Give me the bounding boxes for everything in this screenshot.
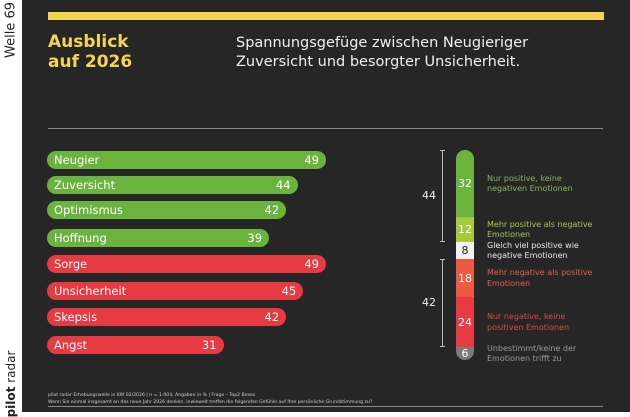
brand-bold: pilot (4, 386, 18, 417)
bar-sorge: Sorge 49 (47, 255, 326, 273)
legend-item: Gleich viel positive wie negative Emotio… (487, 240, 579, 261)
legend-item: Nur positive, keine negativen Emotionen (487, 173, 573, 194)
bracket-label: 42 (422, 296, 436, 310)
brand-light: radar (4, 350, 18, 387)
bar-zuversicht: Zuversicht 44 (47, 176, 298, 194)
bar-skepsis: Skepsis 42 (47, 308, 287, 326)
divider-bottom (48, 406, 603, 407)
legend-item: Nur negative, keine positiven Emotionen (487, 312, 570, 332)
bar-value: 49 (304, 153, 319, 167)
stacked-bar: 32 12 8 18 24 6 (456, 150, 474, 360)
legend-item: Mehr positive als negative Emotionen (487, 219, 593, 240)
bracket-label: 44 (422, 189, 436, 203)
bracket-line (440, 150, 445, 243)
legend-item: Mehr negative als positive Emotionen (487, 268, 593, 288)
bar-label: Hoffnung (54, 231, 107, 245)
wave-label-text: Welle 69 (3, 2, 19, 58)
bar-value: 31 (201, 338, 217, 352)
divider-top (48, 128, 603, 129)
page-subtitle: Spannungsgefüge zwischen Neugieriger Zuv… (236, 34, 616, 72)
title-line-2: auf 2026 (48, 52, 133, 72)
footnote: pilot radar Erhebungswelle in KW 02/2026… (48, 393, 372, 406)
stack-segment: 8 (456, 242, 474, 260)
bar-optimismus: Optimismus 42 (47, 201, 287, 219)
footnote-question: Wenn Sie einmal insgesamt an das neue Ja… (48, 399, 373, 405)
subtitle-line-2: Zuversicht und besorgter Unsicherheit. (236, 54, 521, 70)
bracket-line (440, 259, 445, 348)
stack-segment: 24 (456, 297, 474, 348)
bar-angst: Angst 31 (47, 336, 224, 354)
title-line-1: Ausblick (48, 32, 129, 52)
bar-value: 42 (264, 310, 280, 324)
bar-label: Angst (54, 338, 87, 352)
bar-value: 42 (264, 203, 280, 217)
bar-label: Neugier (54, 153, 100, 167)
bar-value: 44 (275, 178, 291, 192)
bar-label: Optimismus (54, 203, 123, 217)
bar-value: 39 (247, 231, 263, 245)
accent-bar (48, 12, 604, 20)
legend-item: Unbestimmt/keine der Emotionen trifft zu (487, 343, 577, 364)
stack-segment: 32 (456, 150, 474, 218)
bar-unsicherheit: Unsicherheit 45 (47, 282, 304, 300)
bar-hoffnung: Hoffnung 39 (47, 229, 270, 247)
bar-label: Unsicherheit (54, 284, 127, 298)
sidebar-strip: Welle 69 pilot radar (0, 0, 22, 417)
page-title: Ausblick auf 2026 (48, 32, 198, 72)
bar-label: Sorge (54, 257, 88, 271)
bar-value: 49 (304, 257, 319, 271)
bar-neugier: Neugier 49 (47, 151, 326, 169)
subtitle-line-1: Spannungsgefüge zwischen Neugieriger (236, 35, 529, 51)
stack-segment: 18 (456, 259, 474, 297)
bar-label: Zuversicht (54, 178, 116, 192)
stack-segment: 12 (456, 217, 474, 243)
bar-label: Skepsis (54, 310, 98, 324)
footnote-source: pilot radar Erhebungswelle in KW 02/2026… (48, 393, 256, 398)
bar-value: 45 (281, 284, 297, 298)
stack-segment: 6 (456, 347, 474, 360)
